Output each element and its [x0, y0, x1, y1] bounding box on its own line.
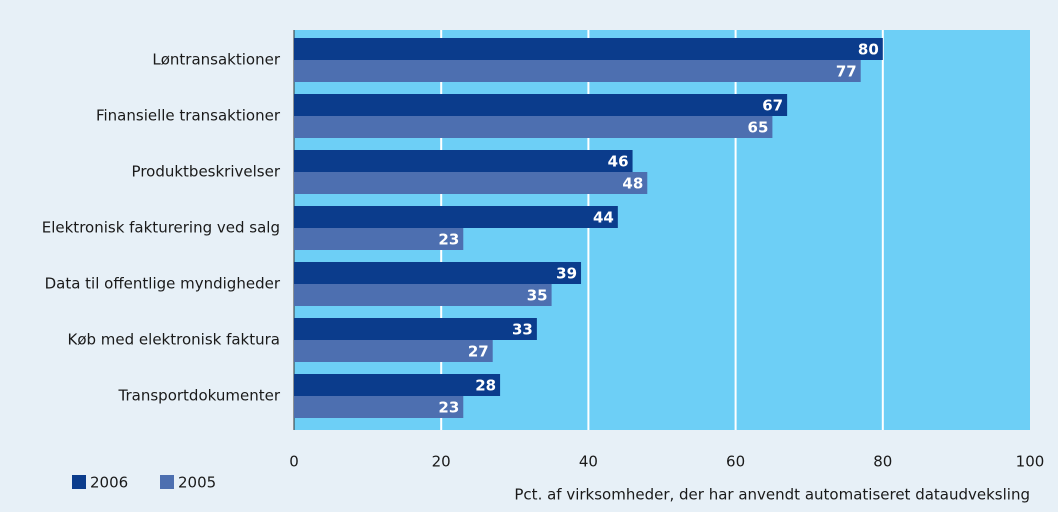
value-label: 27	[468, 343, 489, 361]
bar	[294, 38, 883, 60]
value-label: 77	[836, 63, 857, 81]
bar	[294, 262, 582, 284]
value-label: 39	[556, 265, 577, 283]
bar	[294, 284, 552, 306]
value-label: 23	[438, 231, 459, 249]
x-tick-label: 80	[873, 453, 892, 471]
x-tick-label: 0	[289, 453, 299, 471]
y-tick-label: Køb med elektronisk faktura	[68, 331, 281, 349]
value-label: 46	[608, 153, 629, 171]
bar	[294, 60, 861, 82]
x-axis-label: Pct. af virksomheder, der har anvendt au…	[514, 486, 1030, 504]
bar	[294, 318, 537, 340]
y-tick-label: Produktbeskrivelser	[132, 163, 281, 181]
bar	[294, 206, 618, 228]
x-tick-label: 60	[726, 453, 745, 471]
value-label: 80	[858, 41, 879, 59]
value-label: 48	[622, 175, 643, 193]
bar	[294, 374, 501, 396]
bar	[294, 396, 464, 418]
legend-label: 2005	[178, 474, 216, 492]
value-label: 44	[593, 209, 614, 227]
bar	[294, 150, 633, 172]
value-label: 23	[438, 399, 459, 417]
x-tick-label: 20	[432, 453, 451, 471]
x-tick-label: 100	[1016, 453, 1045, 471]
value-label: 67	[762, 97, 783, 115]
legend-swatch	[160, 475, 174, 489]
y-tick-label: Transportdokumenter	[118, 387, 281, 405]
legend-swatch	[72, 475, 86, 489]
value-label: 65	[748, 119, 769, 137]
bar	[294, 172, 648, 194]
y-tick-label: Løntransaktioner	[152, 51, 280, 69]
bar	[294, 228, 464, 250]
value-label: 33	[512, 321, 533, 339]
value-label: 35	[527, 287, 548, 305]
y-tick-label: Data til offentlige myndigheder	[45, 275, 281, 293]
x-tick-label: 40	[579, 453, 598, 471]
value-label: 28	[475, 377, 496, 395]
legend-label: 2006	[90, 474, 128, 492]
y-tick-label: Finansielle transaktioner	[96, 107, 281, 125]
y-tick-label: Elektronisk fakturering ved salg	[42, 219, 280, 237]
bar	[294, 340, 493, 362]
bar	[294, 94, 788, 116]
bar	[294, 116, 773, 138]
